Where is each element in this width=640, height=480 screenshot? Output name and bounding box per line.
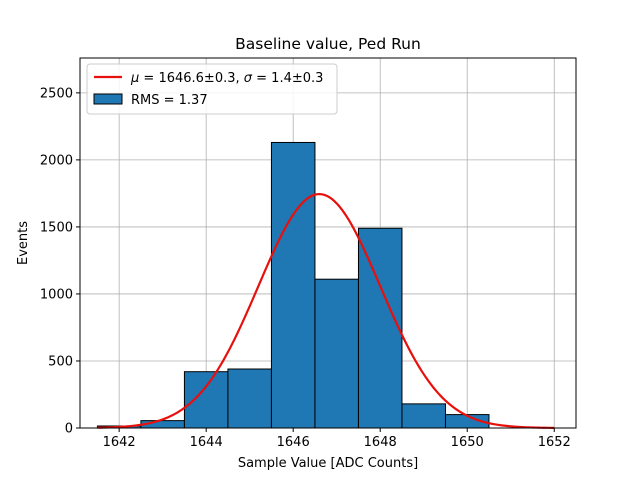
axis-ticks: 1642 1644 1646 1648 1650 1652 0 500 1000 1500 2000…: [40, 86, 571, 450]
legend: μ = 1646.6±0.3, σ = 1.4±0.3 RMS = 1.37: [86, 63, 338, 115]
y-tick-label: 2500: [40, 86, 73, 101]
y-tick-label: 500: [48, 354, 73, 369]
legend-histogram-label: RMS = 1.37: [131, 93, 208, 108]
histogram-bar: [401, 403, 446, 429]
x-tick-label: 1642: [103, 435, 136, 450]
x-axis-label: Sample Value [ADC Counts]: [238, 456, 418, 471]
x-tick-label: 1652: [538, 435, 571, 450]
plot-frame: [79, 57, 577, 429]
x-tick-label: 1648: [364, 435, 397, 450]
x-tick-label: 1650: [451, 435, 484, 450]
histogram-bar: [270, 141, 316, 429]
y-axis-label: Events: [16, 221, 31, 265]
chart-title: Baseline value, Ped Run: [235, 35, 421, 53]
x-tick-label: 1644: [190, 435, 223, 450]
histogram-bar: [227, 368, 272, 429]
legend-sigma-symbol: σ: [244, 71, 253, 86]
histogram-bar: [314, 278, 359, 429]
legend-mu-symbol: μ: [130, 71, 139, 86]
histogram-bar: [183, 371, 229, 429]
legend-fit-label: μ = 1646.6±0.3, σ = 1.4±0.3: [130, 71, 323, 86]
legend-mu-value: = 1646.6±0.3,: [139, 71, 243, 86]
histogram-bars: [96, 141, 490, 429]
histogram-bar: [357, 227, 403, 429]
y-tick-label: 2000: [40, 153, 73, 168]
gaussian-fit-curve: [97, 192, 555, 429]
legend-sigma-value: = 1.4±0.3: [252, 71, 323, 86]
legend-box: [86, 63, 338, 115]
legend-histogram-swatch: [93, 93, 123, 105]
y-tick-label: 0: [65, 422, 73, 437]
y-tick-label: 1500: [40, 220, 73, 235]
x-tick-label: 1646: [277, 435, 310, 450]
y-tick-label: 1000: [40, 287, 73, 302]
